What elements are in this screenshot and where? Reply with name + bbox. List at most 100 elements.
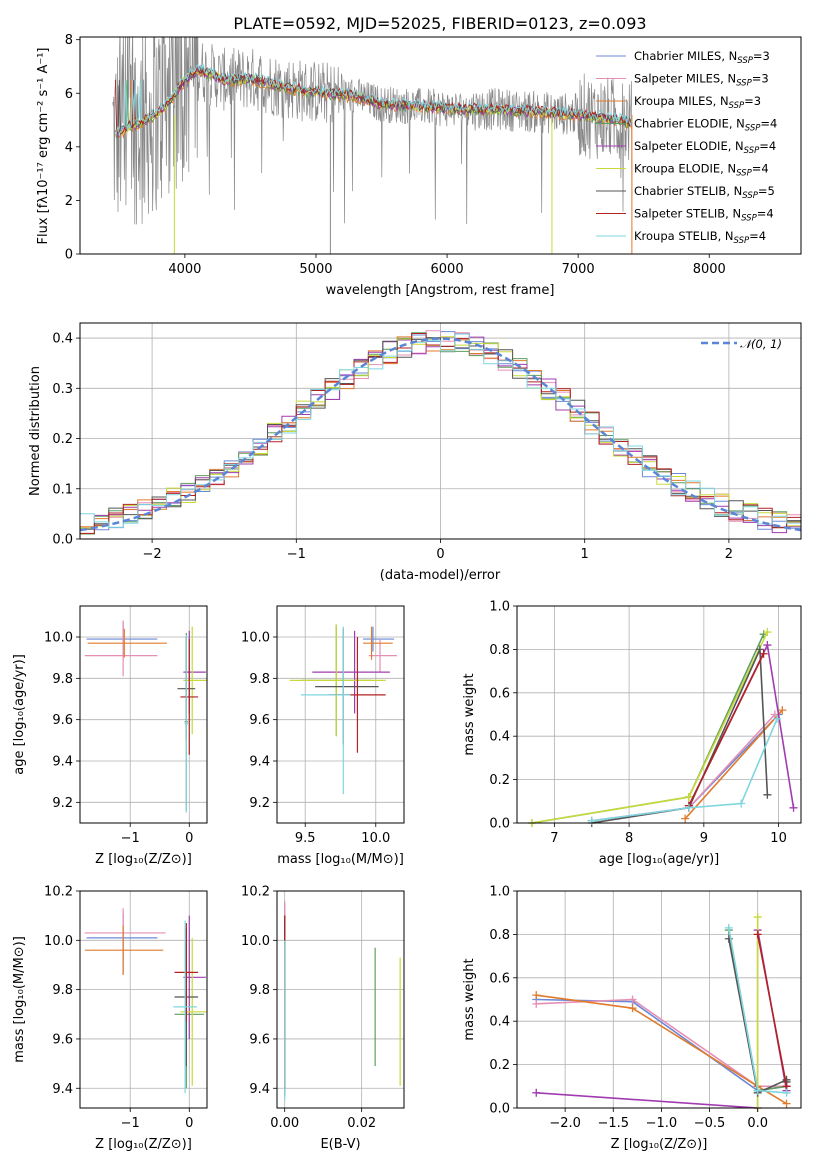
weight-marker-kroupa_miles [782,1099,791,1108]
spectrum-xtick-label: 6000 [431,262,464,277]
spectrum-ytick-label: 8 [65,33,73,48]
mass_vs_ebv-xtick-label: 0.02 [347,1116,376,1131]
spectrum-xtick-label: 4000 [168,262,201,277]
spectrum-ylabel: Flux [fλ10⁻¹⁷ erg cm⁻² s⁻¹ A⁻¹] [36,48,51,245]
weight_vs_age-xtick-label: 7 [550,831,558,846]
weight_vs_age-ylabel: mass weight [462,673,477,755]
age_vs_Z-xtick-label: −1 [121,831,140,846]
age_vs_Z-xlabel: Z [log₁₀(Z/Z⊙)] [95,852,192,867]
weight_vs_Z-xtick-label: −1.0 [646,1116,678,1131]
weight_vs_age-ytick-label: 1.0 [489,600,510,615]
legend-label-salpeter_miles: Salpeter MILES, NSSP=3 [634,72,769,89]
mass_vs_Z-xtick-label: −1 [121,1116,140,1131]
mass_vs_Z-ytick-label: 9.6 [52,1032,73,1047]
weight_vs_age-xtick-label: 8 [625,831,633,846]
model-spectrum-kroupa_stelib [114,63,633,136]
age_vs_mass-ytick-label: 9.6 [249,713,270,728]
weight-marker-kroupa_stelib [753,1086,762,1095]
weight_vs_age-xtick-label: 9 [700,831,708,846]
residual-xlabel: (data-model)/error [380,568,501,583]
residual-legend: 𝒩(0, 1) [701,337,782,351]
legend-label-chabrier_elodie: Chabrier ELODIE, NSSP=4 [634,117,777,134]
residual-ytick-label: 0.0 [52,533,73,548]
weight-marker-salpeter_stelib [753,930,762,939]
mass_vs_Z-ytick-label: 9.4 [52,1082,73,1097]
weight-marker-kroupa_elodie [753,913,762,922]
spectrum-xtick-label: 8000 [693,262,726,277]
mass_vs_ebv-axes-frame [276,890,405,1109]
weight_vs_Z-ytick-label: 0.0 [489,1102,510,1117]
age_vs_Z-ytick-label: 9.6 [52,713,73,728]
residual-hist-kroupa_stelib [79,333,801,539]
weight-marker-kroupa_elodie [684,792,693,801]
weight-marker-kroupa_elodie [763,628,772,637]
weight-line-chabrier_stelib [591,649,769,824]
weight-marker-salpeter_stelib [759,649,768,658]
legend-label-kroupa_elodie: Kroupa ELODIE, NSSP=4 [634,162,769,179]
spectrum-ytick-label: 2 [65,194,73,209]
mass_vs_ebv-ytick-label: 9.8 [249,983,270,998]
weight-marker-salpeter_elodie [532,1088,541,1097]
weight_vs_Z-xlabel: Z [log₁₀(Z/Z⊙)] [611,1137,708,1152]
weight-marker-kroupa_miles [681,814,690,823]
weight_vs_age-ytick-label: 0.8 [489,643,510,658]
weight-marker-kroupa_miles [778,706,787,715]
residual-histogram-panel: −2 −1 0 1 2 0.0 0.1 0.2 0.3 0.4 𝒩(0, 1) (data-mod… [28,322,802,583]
legend-label-salpeter_stelib: Salpeter STELIB, NSSP=4 [634,207,774,224]
weight_vs_age-axes-frame [516,605,802,824]
age-vs-mass-panel: 9.5 10.0 9.2 9.4 9.6 9.8 10.0 mass [log₁₀(M/M⊙)… [241,605,405,867]
weight-line-salpeter_stelib [688,653,765,806]
mass-vs-metallicity-panel: −1 0 9.4 9.6 9.8 10.0 10.2 Z [log₁₀(Z/Z⊙)] mass … [12,885,208,1152]
weight_vs_age-ytick-label: 0.0 [489,817,510,832]
mass_vs_ebv-xtick-label: 0.00 [270,1116,299,1131]
weight_vs_Z-ytick-label: 0.8 [489,928,510,943]
weight-marker-salpeter_miles [628,995,637,1004]
legend-label-salpeter_elodie: Salpeter ELODIE, NSSP=4 [634,139,776,156]
age_vs_Z-ytick-label: 10.0 [44,631,73,646]
age_vs_mass-axes-frame [276,605,405,824]
weight-vs-age-panel: 7 8 9 10 0.0 0.2 0.4 0.6 0.8 1.0 age [log₁₀(age/yr… [462,600,802,867]
weight-marker-chabrier_stelib [755,645,764,654]
residual-ytick-label: 0.4 [52,332,73,347]
mass_vs_ebv-ytick-label: 10.0 [241,934,270,949]
age_vs_mass-ytick-label: 9.4 [249,755,270,770]
age_vs_Z-ytick-label: 9.8 [52,672,73,687]
age_vs_Z-ytick-label: 9.4 [52,755,73,770]
weight_vs_age-ytick-label: 0.6 [489,686,510,701]
spectrum-axes-frame [79,36,802,255]
spectrum-title: PLATE=0592, MJD=52025, FIBERID=0123, z=0… [233,14,646,33]
residual-xtick-label: −2 [143,547,162,562]
legend-label-kroupa_stelib: Kroupa STELIB, NSSP=4 [634,229,766,246]
legend-label-chabrier_miles: Chabrier MILES, NSSP=3 [634,49,770,66]
mass_vs_Z-axes-frame [79,890,208,1109]
weight_vs_Z-ytick-label: 0.2 [489,1058,510,1073]
weight_vs_Z-xtick-label: −0.5 [694,1116,726,1131]
weight-line-kroupa_miles [684,709,783,820]
residual-ytick-label: 0.2 [52,432,73,447]
mass_vs_Z-xtick-label: 0 [185,1116,193,1131]
mass_vs_Z-ytick-label: 9.8 [52,983,73,998]
mass_vs_Z-ytick-label: 10.2 [44,885,73,900]
weight-marker-kroupa_stelib [684,803,693,812]
age_vs_Z-axes-frame [79,605,208,824]
age_vs_Z-ytick-label: 9.2 [52,796,73,811]
weight-marker-kroupa_miles [628,1004,637,1013]
weight-line-salpeter_stelib [756,934,788,1087]
weight_vs_Z-ytick-label: 1.0 [489,885,510,900]
weight-marker-kroupa_miles [532,991,541,1000]
legend-label-kroupa_miles: Kroupa MILES, NSSP=3 [634,94,761,111]
age_vs_Z-xtick-label: 0 [185,831,193,846]
weight_vs_Z-xtick-label: −2.0 [549,1116,581,1131]
spectrum-xtick-label: 7000 [562,262,595,277]
mass_vs_Z-ylabel: mass [log₁₀(M/M⊙)] [12,936,27,1063]
mass_vs_ebv-xlabel: E(B-V) [320,1137,360,1152]
observed-spectrum-line [112,37,633,225]
legend-label-chabrier_stelib: Chabrier STELIB, NSSP=5 [634,184,775,201]
age_vs_mass-xtick-label: 9.5 [295,831,316,846]
weight_vs_age-xlabel: age [log₁₀(age/yr)] [599,852,720,867]
residual-xtick-label: 2 [725,547,733,562]
spectrum-legend: Chabrier MILES, NSSP=3 Salpeter MILES, NS… [596,49,777,246]
residual-xtick-label: 0 [436,547,444,562]
weight_vs_age-ytick-label: 0.2 [489,773,510,788]
